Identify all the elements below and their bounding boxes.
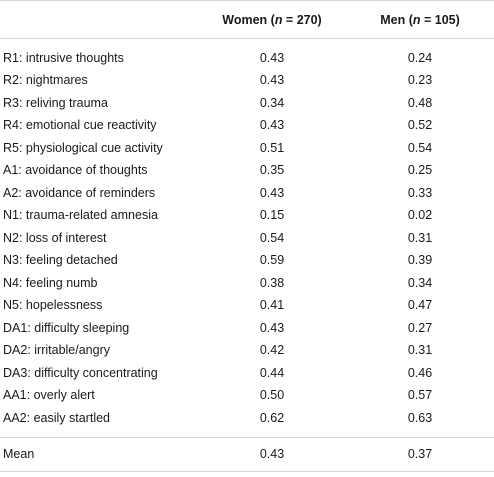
header-men-prefix: Men ( [380,12,413,27]
row-label: DA3: difficulty concentrating [3,365,158,380]
women-value: 0.38 [259,275,285,290]
men-value: 0.52 [407,118,433,133]
women-value: 0.54 [259,230,285,245]
women-value: 0.34 [259,95,285,110]
table-row: R2: nightmares 0.43 0.23 [0,69,494,92]
men-value: 0.31 [407,343,433,358]
spacer-row [0,429,494,437]
row-label: R2: nightmares [3,73,88,88]
row-label: R1: intrusive thoughts [3,50,124,65]
women-value: 0.43 [259,185,285,200]
table-body: R1: intrusive thoughts 0.43 0.24 R2: nightm… [0,39,494,472]
women-value: 0.35 [259,163,285,178]
men-value: 0.25 [407,163,433,178]
table-row: DA3: difficulty concentrating 0.44 0.46 [0,362,494,385]
table-row: DA1: difficulty sleeping 0.43 0.27 [0,317,494,340]
women-value: 0.43 [259,50,285,65]
table-row: A2: avoidance of reminders 0.43 0.33 [0,182,494,205]
row-label: N1: trauma-related amnesia [3,208,158,223]
table-row: A1: avoidance of thoughts 0.35 0.25 [0,159,494,182]
men-value: 0.31 [407,230,433,245]
row-label: N2: loss of interest [3,230,107,245]
header-men-n: n [412,12,421,27]
men-value: 0.47 [407,298,433,313]
row-label: R5: physiological cue activity [3,140,163,155]
men-value: 0.39 [407,253,433,268]
table-row: N1: trauma-related amnesia 0.15 0.02 [0,204,494,227]
header-men-suffix: = 105) [420,12,460,27]
men-value: 0.27 [407,320,433,335]
row-label: A2: avoidance of reminders [3,185,156,200]
women-value: 0.44 [259,365,285,380]
women-value: 0.51 [259,140,285,155]
women-value: 0.43 [259,118,285,133]
row-label: AA1: overly alert [3,388,95,403]
table-row: R5: physiological cue activity 0.51 0.54 [0,137,494,160]
row-label: N4: feeling numb [3,275,98,290]
table-row: R1: intrusive thoughts 0.43 0.24 [0,47,494,70]
row-label: DA1: difficulty sleeping [3,320,130,335]
women-value: 0.42 [259,343,285,358]
women-value: 0.50 [259,388,285,403]
men-value: 0.46 [407,365,433,380]
header-label-cell [0,0,198,39]
women-value: 0.43 [259,320,285,335]
row-label: R3: reliving trauma [3,95,108,110]
table-row: DA2: irritable/angry 0.42 0.31 [0,339,494,362]
row-label: DA2: irritable/angry [3,343,110,358]
table-row: R4: emotional cue reactivity 0.43 0.52 [0,114,494,137]
men-value: 0.33 [407,185,433,200]
men-value: 0.34 [407,275,433,290]
row-label: N3: feeling detached [3,253,118,268]
women-value: 0.41 [259,298,285,313]
women-value: 0.15 [259,208,285,223]
table-row: AA1: overly alert 0.50 0.57 [0,384,494,407]
header-women-suffix: = 270) [282,12,322,27]
header-women: Women (n = 270) [198,0,346,39]
men-value: 0.54 [407,140,433,155]
men-value: 0.57 [407,388,433,403]
header-men: Men (n = 105) [346,0,494,39]
header-women-prefix: Women ( [222,12,275,27]
men-value: 0.23 [407,73,433,88]
men-value: 0.63 [407,410,433,425]
row-label: R4: emotional cue reactivity [3,118,157,133]
spacer-row [0,39,494,47]
row-label: AA2: easily startled [3,410,110,425]
table-row: R3: reliving trauma 0.34 0.48 [0,92,494,115]
table-row: N3: feeling detached 0.59 0.39 [0,249,494,272]
mean-row: Mean 0.43 0.37 [0,436,494,472]
men-value: 0.02 [407,208,433,223]
table-row: AA2: easily startled 0.62 0.63 [0,407,494,430]
mean-label: Mean [0,436,198,472]
row-label: N5: hopelessness [3,298,103,313]
table-row: N5: hopelessness 0.41 0.47 [0,294,494,317]
table-row: N2: loss of interest 0.54 0.31 [0,227,494,250]
table-header-row: Women (n = 270) Men (n = 105) [0,0,494,39]
men-value: 0.48 [407,95,433,110]
header-women-n: n [274,12,283,27]
men-value: 0.24 [407,50,433,65]
women-value: 0.43 [259,73,285,88]
women-value: 0.62 [259,410,285,425]
mean-women-value: 0.43 [198,436,346,472]
row-label: A1: avoidance of thoughts [3,163,148,178]
table-row: N4: feeling numb 0.38 0.34 [0,272,494,295]
mean-men-value: 0.37 [346,436,494,472]
women-value: 0.59 [259,253,285,268]
